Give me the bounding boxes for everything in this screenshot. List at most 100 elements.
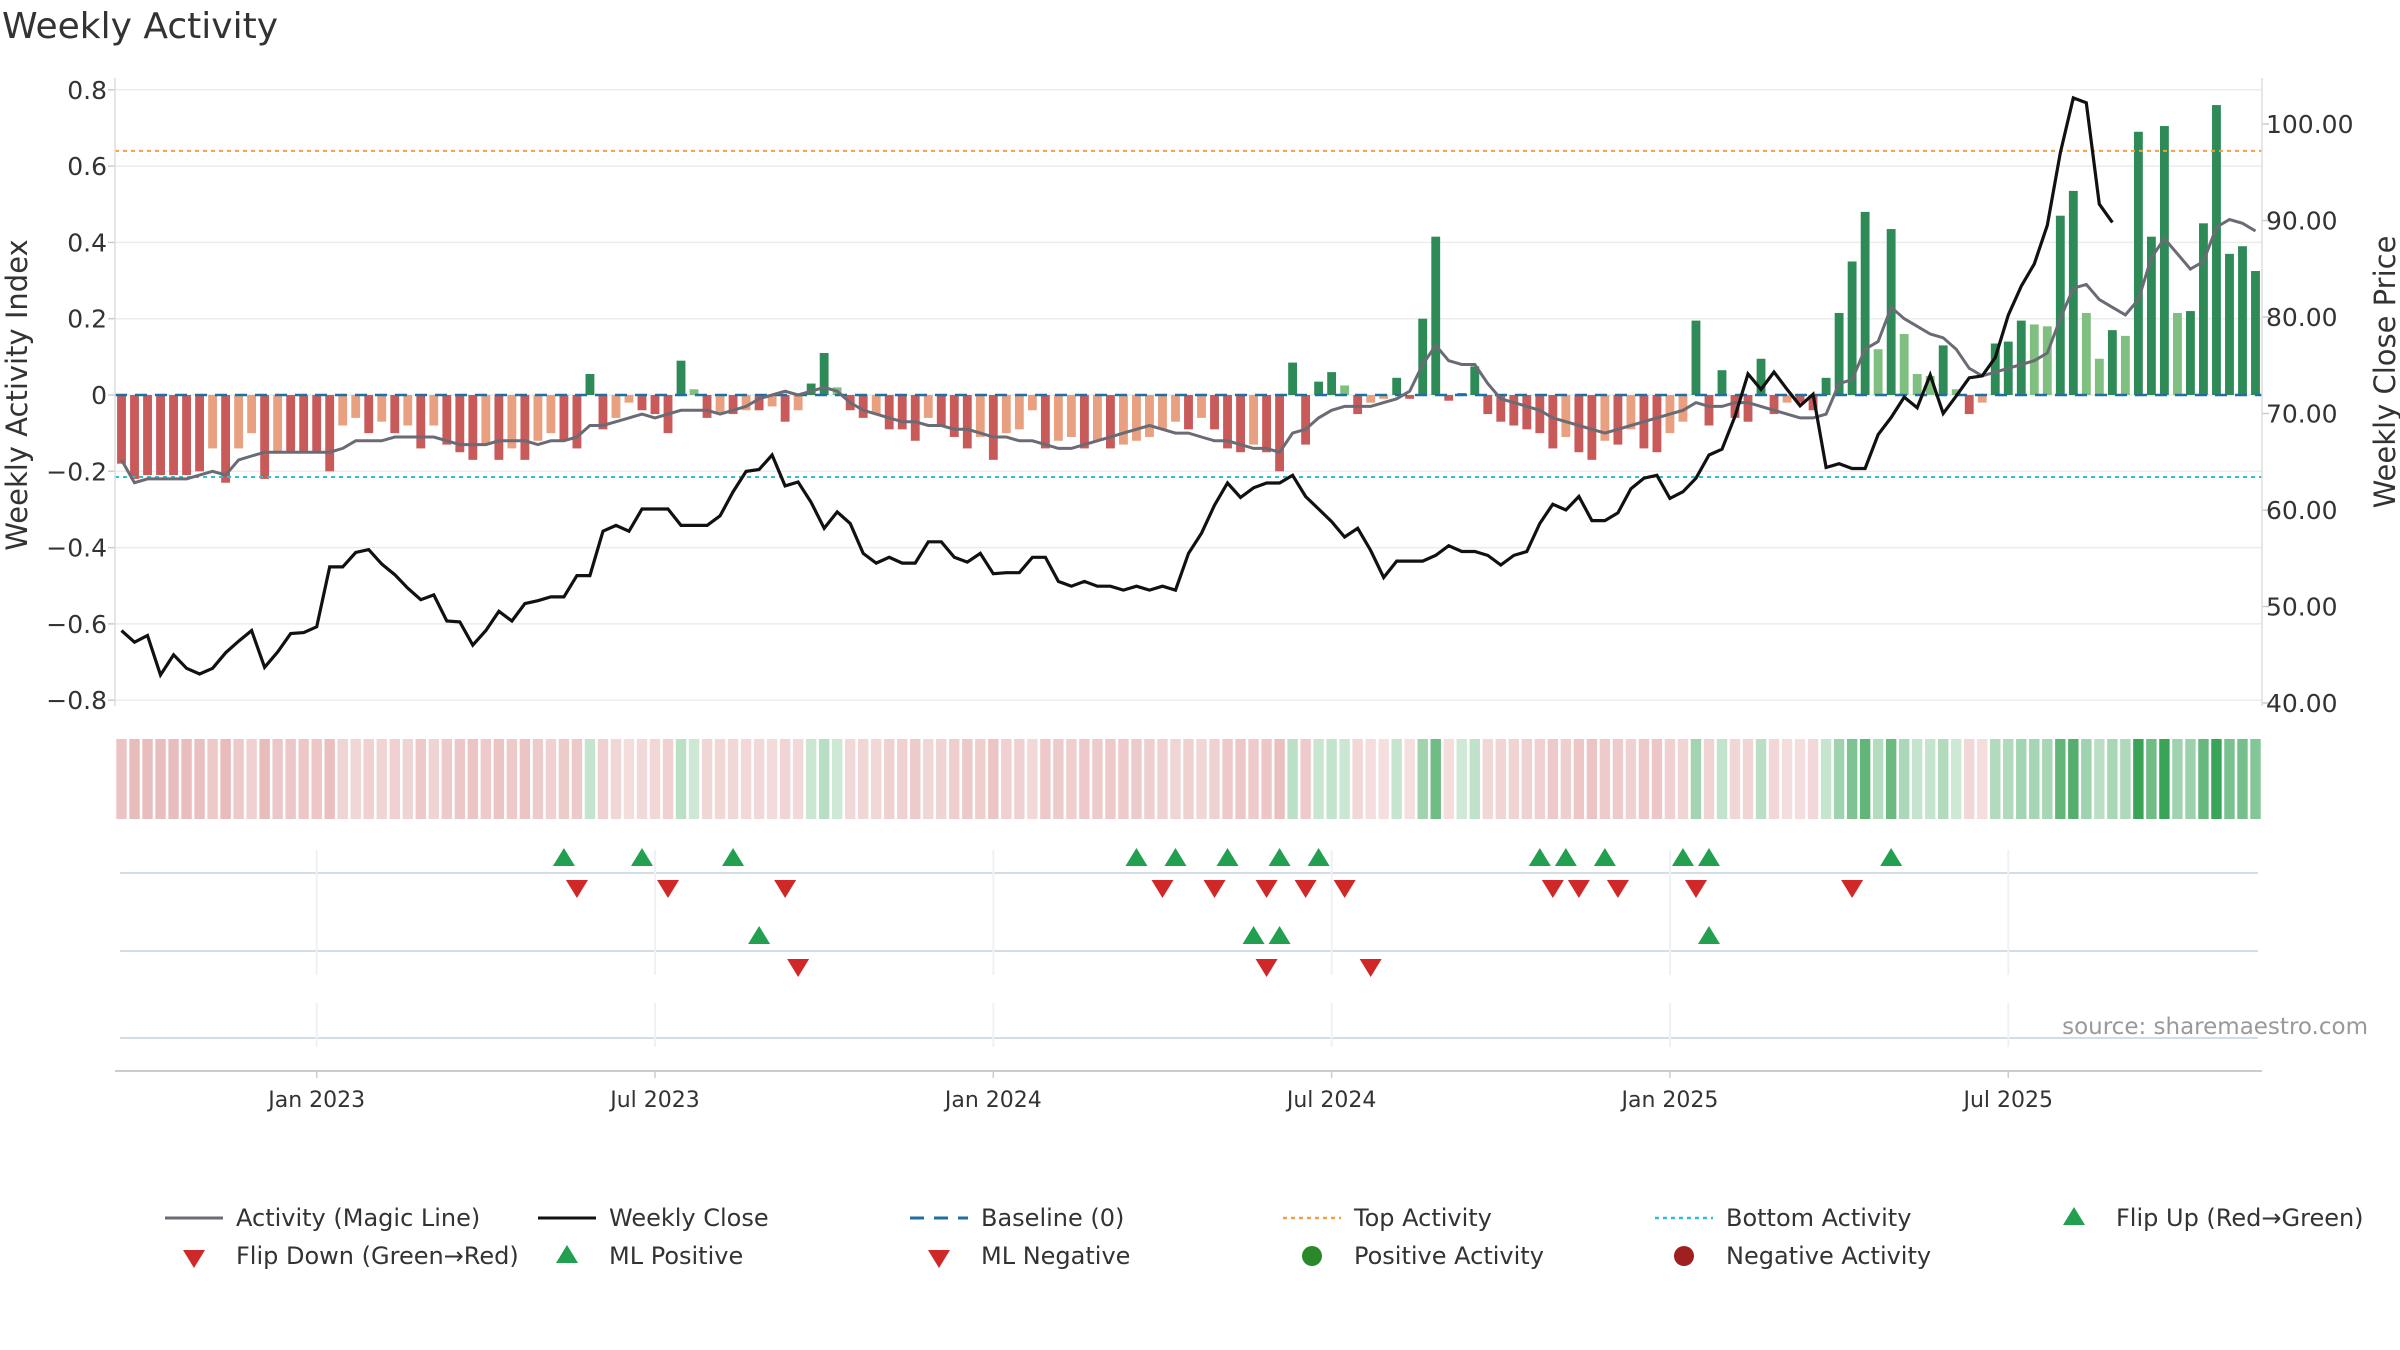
activity-bar — [1431, 236, 1441, 395]
heat-cell — [1365, 739, 1376, 819]
heat-cell — [1391, 739, 1402, 819]
activity-bar — [1079, 395, 1089, 449]
left-tick-label: −0.2 — [46, 457, 107, 486]
series-lines — [120, 95, 2257, 679]
heat-cell — [675, 739, 687, 819]
activity-bar — [1223, 395, 1232, 449]
activity-bar — [1040, 395, 1050, 449]
heat-cell — [818, 739, 830, 819]
activity-bar — [1262, 395, 1271, 453]
heat-cell — [1313, 739, 1324, 819]
activity-bar — [1470, 366, 1480, 395]
grid-lines — [115, 89, 2262, 701]
heat-cell — [1118, 739, 1129, 819]
activity-bar — [871, 395, 881, 415]
heat-cell — [389, 739, 400, 819]
heat-cell — [1638, 739, 1650, 819]
heat-cell — [1274, 739, 1285, 819]
heat-cell — [1872, 739, 1884, 819]
left-tick-label: 0 — [91, 381, 107, 410]
activity-heat-strip — [116, 739, 2261, 819]
heat-cell — [1495, 739, 1506, 819]
heat-cell — [428, 739, 440, 819]
heat-cell — [1964, 739, 1975, 819]
activity-bar — [520, 395, 530, 460]
heat-cell — [376, 739, 387, 819]
legend-swatch-tri-down — [928, 1250, 950, 1268]
heat-cell — [2237, 739, 2248, 819]
heat-cell — [1066, 739, 1077, 819]
heat-cell — [1937, 739, 1949, 819]
legend-item: Activity (Magic Line) — [165, 1204, 480, 1232]
activity-bar — [1353, 395, 1363, 415]
legend-swatch-tri-up — [556, 1245, 578, 1263]
activity-bar — [1509, 395, 1519, 426]
activity-bar — [767, 395, 777, 407]
flip-down-marker — [1151, 880, 1174, 898]
activity-bar — [1951, 389, 1961, 395]
activity-bar — [1027, 395, 1037, 411]
heat-cell — [1833, 739, 1845, 819]
heat-cell — [2107, 739, 2118, 819]
legend-item: Weekly Close — [538, 1204, 769, 1232]
heat-cell — [2016, 739, 2027, 819]
activity-bar — [1301, 395, 1311, 445]
activity-bar — [2251, 271, 2260, 395]
heat-cell — [1599, 739, 1611, 819]
activity-bar — [1717, 370, 1727, 395]
axes: 0.8 0.6 0.4 0.2 0 −0.2 −0.4 −0.6 −0.8 100.00 90.00… — [0, 76, 2400, 718]
heat-cell — [506, 739, 518, 819]
heat-cell — [1846, 739, 1858, 819]
heat-cell — [2068, 739, 2079, 819]
activity-bar — [2068, 190, 2078, 395]
activity-bar — [1014, 395, 1024, 430]
activity-bar — [624, 395, 634, 403]
activity-bar — [546, 395, 556, 434]
heat-cell — [1534, 739, 1546, 819]
flip-up-marker — [1593, 848, 1616, 866]
heat-cell — [116, 739, 127, 819]
activity-bar — [1600, 395, 1610, 441]
heat-cell — [1027, 739, 1038, 819]
activity-bar — [2120, 335, 2130, 395]
heat-cell — [1131, 739, 1142, 819]
heat-cell — [1469, 739, 1480, 819]
heat-cell — [1977, 739, 1988, 819]
activity-bar — [143, 395, 152, 476]
activity-bar — [598, 395, 608, 430]
flip-down-marker — [1255, 880, 1278, 898]
left-tick-label: −0.8 — [46, 686, 107, 715]
activity-bar — [1327, 372, 1337, 395]
activity-bar — [299, 395, 309, 453]
activity-bar — [195, 395, 205, 472]
activity-bar — [1392, 377, 1402, 395]
heat-cell — [194, 739, 205, 819]
heat-cell — [220, 739, 231, 819]
activity-bar — [1795, 395, 1805, 403]
source-label: source: sharemaestro.com — [2062, 1014, 2368, 1040]
heat-cell — [2172, 739, 2183, 819]
heat-cell — [1183, 739, 1194, 819]
heat-cell — [168, 739, 179, 819]
heat-cell — [1859, 739, 1871, 819]
activity-bar — [481, 395, 491, 445]
heat-cell — [910, 739, 921, 819]
heat-cell — [1196, 739, 1207, 819]
heat-cell — [1222, 739, 1233, 819]
right-tick-label: 50.00 — [2266, 593, 2338, 622]
heat-cell — [2029, 739, 2040, 819]
heat-cell — [1014, 739, 1025, 819]
activity-bar — [1001, 395, 1011, 434]
activity-bar — [416, 395, 426, 449]
legend-item: Flip Up (Red→Green) — [2063, 1204, 2364, 1232]
activity-bar — [1990, 343, 2000, 395]
legend-item: ML Positive — [556, 1242, 743, 1270]
activity-bar — [2225, 253, 2234, 395]
activity-bar — [325, 395, 335, 472]
legend-label: Top Activity — [1353, 1204, 1492, 1232]
heat-cell — [753, 739, 765, 819]
activity-bar — [1691, 320, 1701, 395]
heat-cell — [337, 739, 348, 819]
heat-cell — [363, 739, 374, 819]
